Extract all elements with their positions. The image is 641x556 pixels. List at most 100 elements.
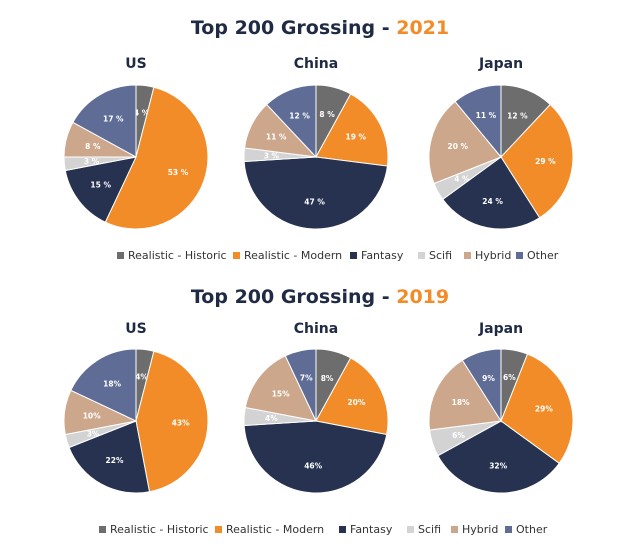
- legend-swatch: [418, 252, 425, 259]
- slice-value-label: 22%: [106, 456, 124, 465]
- slice-value-label: 29 %: [535, 157, 556, 166]
- legend-label: Realistic - Historic: [128, 249, 227, 262]
- section-2019: Top 200 Grossing - 2019 US 4% 43% 22% 3% 10% 18…: [63, 286, 574, 536]
- slice-value-label: 8%: [321, 374, 334, 383]
- legend-item-realistic_historic: Realistic - Historic: [117, 249, 227, 262]
- legend-item-scifi: Scifi: [418, 249, 452, 262]
- slice-value-label: 43%: [172, 418, 190, 427]
- pie-japan: Japan 12 % 29 % 24 % 4 % 20 % 11 %: [428, 56, 574, 230]
- legend-swatch: [339, 526, 346, 533]
- slice-value-label: 46%: [304, 462, 322, 471]
- slice-value-label: 15%: [272, 390, 290, 399]
- slice-value-label: 29%: [535, 405, 553, 414]
- slice-value-label: 17 %: [103, 115, 124, 124]
- slice-value-label: 11 %: [476, 111, 497, 120]
- slice-value-label: 11 %: [266, 133, 287, 142]
- legend-label: Scifi: [418, 523, 441, 536]
- legend-item-realistic_modern: Realistic - Modern: [215, 523, 324, 536]
- legend-swatch: [117, 252, 124, 259]
- slice-value-label: 4%: [135, 373, 148, 382]
- section-2021: Top 200 Grossing - 2021 US 4 % 53 % 15 % 3 % 8…: [63, 17, 574, 262]
- legend-swatch: [233, 252, 240, 259]
- slice-value-label: 12 %: [289, 112, 310, 121]
- legend-label: Scifi: [429, 249, 452, 262]
- legend-swatch: [451, 526, 458, 533]
- slice-value-label: 18%: [103, 379, 121, 388]
- legend: Realistic - Historic Realistic - Modern Fa…: [117, 249, 559, 262]
- slice-value-label: 3 %: [84, 157, 100, 166]
- legend-item-fantasy: Fantasy: [350, 249, 404, 262]
- pie-slice-hybrid: [428, 100, 502, 185]
- legend-label: Hybrid: [475, 249, 511, 262]
- pie-slice-other: [461, 348, 502, 423]
- slice-value-label: 20 %: [448, 142, 469, 151]
- legend-swatch: [505, 526, 512, 533]
- pie-slice-other: [72, 84, 137, 158]
- slice-value-label: 4%: [265, 414, 278, 423]
- section-title-prefix: Top 200 Grossing -: [191, 17, 396, 39]
- pie-slice-fantasy: [442, 156, 541, 230]
- legend-swatch: [350, 252, 357, 259]
- section-title: Top 200 Grossing - 2019: [191, 286, 449, 308]
- pie-slice-other: [284, 348, 317, 422]
- slice-value-label: 47 %: [304, 198, 325, 207]
- pie-slice-fantasy: [437, 420, 560, 494]
- slice-value-label: 4 %: [454, 175, 470, 184]
- legend-item-hybrid: Hybrid: [451, 523, 498, 536]
- pie-japan: Japan 6% 29% 32% 6% 18% 9%: [428, 321, 574, 494]
- legend-item-other: Other: [516, 249, 559, 262]
- slice-value-label: 12 %: [507, 112, 528, 121]
- legend-item-realistic_historic: Realistic - Historic: [99, 523, 209, 536]
- section-title-year: 2021: [396, 17, 449, 39]
- pie-slice-realistic_modern: [315, 93, 389, 167]
- pie-slice-fantasy: [68, 420, 151, 494]
- slice-value-label: 53 %: [168, 168, 189, 177]
- section-title-year: 2019: [396, 286, 449, 308]
- slice-value-label: 6%: [503, 373, 516, 382]
- region-label: Japan: [478, 321, 523, 337]
- legend-label: Realistic - Historic: [110, 523, 209, 536]
- pie-slice-other: [266, 84, 317, 159]
- section-title-prefix: Top 200 Grossing -: [191, 286, 396, 308]
- slice-value-label: 10%: [83, 411, 101, 420]
- region-label: China: [294, 321, 338, 337]
- region-label: US: [125, 321, 146, 337]
- slice-value-label: 20%: [347, 398, 365, 407]
- pie-slice-realistic_modern: [315, 357, 389, 436]
- legend-swatch: [99, 526, 106, 533]
- legend-label: Realistic - Modern: [244, 249, 342, 262]
- legend-label: Other: [527, 249, 559, 262]
- legend-swatch: [516, 252, 523, 259]
- legend-swatch: [215, 526, 222, 533]
- slice-value-label: 9%: [482, 374, 495, 383]
- pie-slice-realistic_modern: [500, 103, 574, 219]
- region-label: China: [294, 56, 338, 72]
- slice-value-label: 3%: [87, 430, 100, 439]
- slice-value-label: 24 %: [482, 197, 503, 206]
- pie-us: US 4 % 53 % 15 % 3 % 8 % 17 %: [63, 56, 209, 230]
- legend-item-realistic_modern: Realistic - Modern: [233, 249, 342, 262]
- pie-slice-other: [454, 84, 502, 159]
- slice-value-label: 18%: [452, 398, 470, 407]
- slice-value-label: 8 %: [85, 142, 101, 151]
- pie-china: China 8% 20% 46% 4% 15% 7%: [243, 321, 389, 494]
- legend-item-fantasy: Fantasy: [339, 523, 393, 536]
- pie-slice-realistic_modern: [500, 353, 574, 465]
- slice-value-label: 3 %: [264, 152, 280, 161]
- legend: Realistic - Historic Realistic - Modern Fa…: [99, 523, 548, 536]
- pie-us: US 4% 43% 22% 3% 10% 18%: [63, 321, 209, 494]
- pie-slice-fantasy: [243, 156, 388, 230]
- pie-slice-fantasy: [243, 420, 388, 494]
- pie-slice-hybrid: [244, 355, 317, 422]
- legend-label: Fantasy: [361, 249, 404, 262]
- slice-value-label: 4 %: [134, 109, 150, 118]
- legend-item-other: Other: [505, 523, 548, 536]
- legend-label: Other: [516, 523, 548, 536]
- legend-item-scifi: Scifi: [407, 523, 441, 536]
- region-label: US: [125, 56, 146, 72]
- legend-label: Realistic - Modern: [226, 523, 324, 536]
- legend-label: Hybrid: [462, 523, 498, 536]
- pie-slice-other: [70, 348, 137, 422]
- legend-swatch: [407, 526, 414, 533]
